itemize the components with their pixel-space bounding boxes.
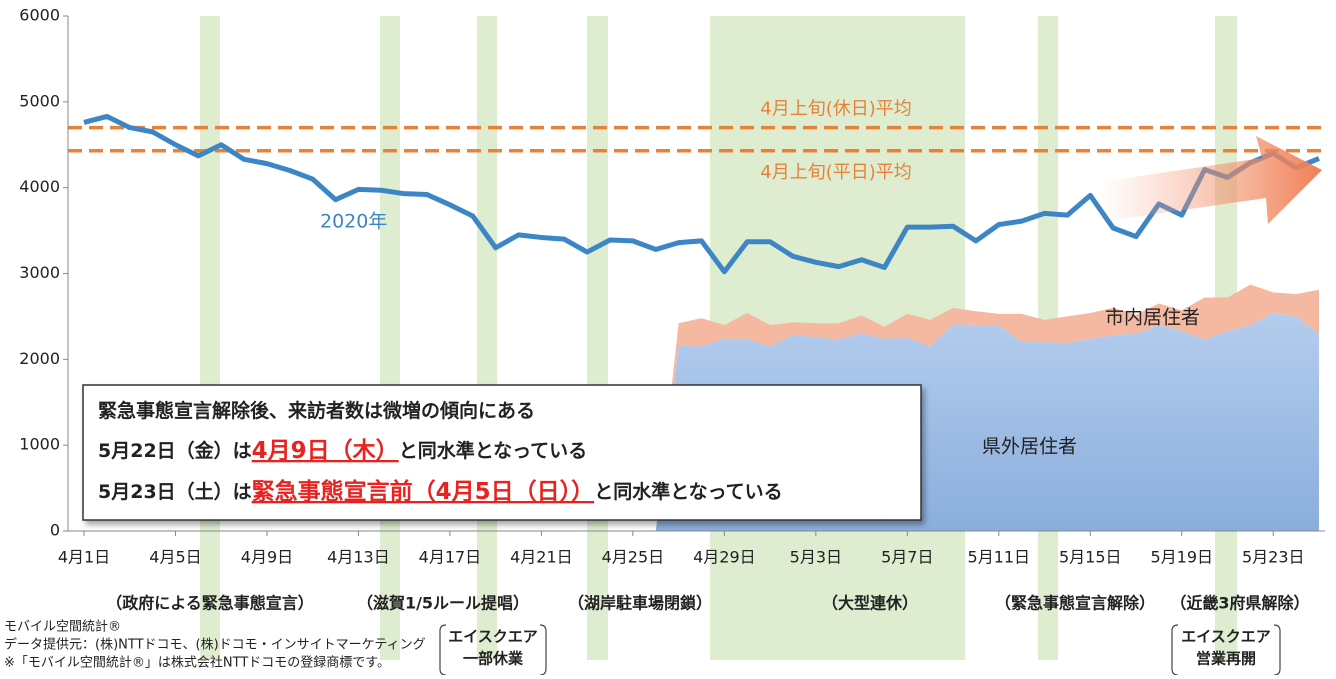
callout-bracket: [1171, 624, 1281, 676]
x-tick-label: 4月13日: [327, 548, 390, 567]
message-line: 緊急事態宣言解除後、来訪者数は微増の傾向にある: [98, 399, 535, 422]
source-note: ※「モバイル空間統計®」は株式会社NTTドコモの登録商標です。: [4, 655, 390, 671]
message-segment: 5月22日（金）は: [98, 439, 252, 462]
reference-label: 4月上旬(平日)平均: [760, 162, 912, 183]
series-label: 市内居住者: [1105, 307, 1200, 329]
callout-bracket: [439, 624, 547, 676]
y-tick-label: 2000: [19, 349, 60, 368]
x-tick-label: 5月23日: [1242, 548, 1305, 567]
message-segment: と同水準となっている: [399, 439, 587, 462]
event-annotation: （政府による緊急事態宣言）: [106, 594, 314, 613]
message-line: 5月23日（土）は緊急事態宣言前（4月5日（日））と同水準となっている: [98, 478, 783, 505]
event-band: [200, 16, 220, 660]
y-tick-label: 4000: [19, 177, 60, 196]
y-tick-label: 5000: [19, 91, 60, 110]
x-tick-label: 4月9日: [241, 548, 293, 567]
message-segment: 緊急事態宣言前（4月5日（日））: [252, 478, 595, 505]
event-annotation: （近畿3府県解除）: [1170, 594, 1309, 613]
area: [655, 284, 1319, 531]
y-tick-label: 3000: [19, 263, 60, 282]
line: [83, 113, 1320, 275]
x-tick-label: 4月21日: [510, 548, 573, 567]
x-tick-label: 5月19日: [1150, 548, 1213, 567]
message-line: 5月22日（金）は4月9日（木）と同水準となっている: [98, 437, 587, 464]
event-annotation: （緊急事態宣言解除）: [995, 594, 1155, 613]
callout-text: エイスクエア: [1181, 628, 1271, 646]
x-tick-label: 4月17日: [419, 548, 482, 567]
x-tick-label: 5月3日: [790, 548, 842, 567]
callout-text: 一部休業: [463, 650, 524, 668]
event-annotation: （湖岸駐車場閉鎖）: [568, 594, 712, 613]
x-tick-label: 4月29日: [693, 548, 756, 567]
message-segment: 4月9日（木）: [252, 437, 399, 464]
x-tick-label: 4月5日: [149, 548, 201, 567]
y-tick-label: 6000: [19, 6, 60, 25]
x-tick-label: 5月15日: [1059, 548, 1122, 567]
message-segment: と同水準となっている: [594, 480, 782, 503]
message-segment: 緊急事態宣言解除後、来訪者数は微増の傾向にある: [98, 399, 535, 422]
message-segment: 5月23日（土）は: [98, 480, 252, 503]
y-tick-label: 1000: [19, 435, 60, 454]
series-label: 2020年: [320, 211, 387, 233]
x-tick-label: 5月11日: [968, 548, 1031, 567]
message-box: [82, 384, 922, 521]
reference-label: 4月上旬(休日)平均: [760, 99, 912, 120]
x-tick-label: 4月1日: [58, 548, 110, 567]
trend-arrow: [1100, 136, 1322, 224]
event-annotation: （大型連休）: [822, 594, 918, 613]
series-label: 県外居住者: [982, 436, 1077, 458]
callout-text: 営業再開: [1196, 650, 1256, 668]
source-note: データ提供元：(株)NTTドコモ、(株)ドコモ・インサイトマーケティング: [4, 637, 426, 653]
callout-text: エイスクエア: [448, 628, 538, 646]
source-note: モバイル空間統計®: [4, 619, 121, 635]
x-tick-label: 4月25日: [602, 548, 665, 567]
y-tick-label: 0: [50, 521, 60, 540]
x-tick-label: 5月7日: [881, 548, 933, 567]
event-annotation: （滋賀1/5ルール提唱）: [357, 594, 529, 613]
